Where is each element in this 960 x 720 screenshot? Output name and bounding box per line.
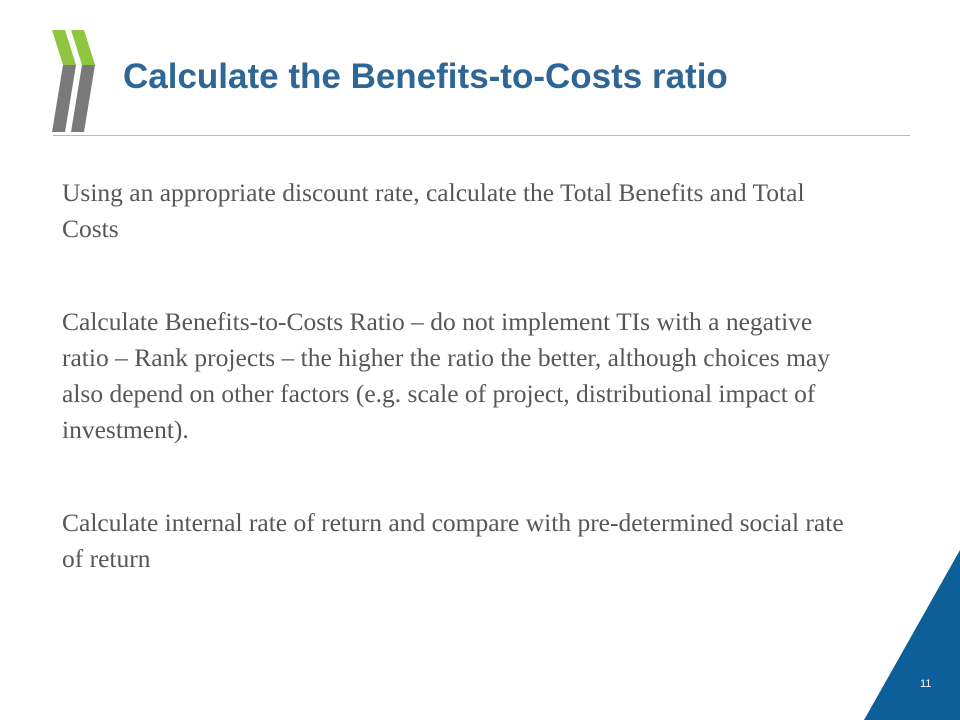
logo-chevron-grey-right	[71, 65, 95, 132]
title-divider	[53, 135, 910, 136]
paragraph-total-benefits-costs: Using an appropriate discount rate, calc…	[62, 178, 805, 243]
double-chevron-logo-icon	[52, 30, 95, 132]
slide-body: Using an appropriate discount rate, calc…	[62, 175, 852, 634]
paragraph-internal-rate-of-return: Calculate internal rate of return and co…	[62, 508, 844, 573]
corner-triangle-shape	[864, 550, 960, 720]
logo-chevron-grey-left	[52, 65, 76, 132]
logo-chevron-green-right	[71, 30, 95, 65]
paragraph-benefit-cost-ratio: Calculate Benefits-to-Costs Ratio – do n…	[62, 307, 830, 444]
logo-chevron-green-left	[52, 30, 76, 65]
page-number: 11	[920, 678, 932, 690]
corner-triangle-decoration	[864, 550, 960, 720]
slide-title: Calculate the Benefits-to-Costs ratio	[123, 57, 728, 96]
